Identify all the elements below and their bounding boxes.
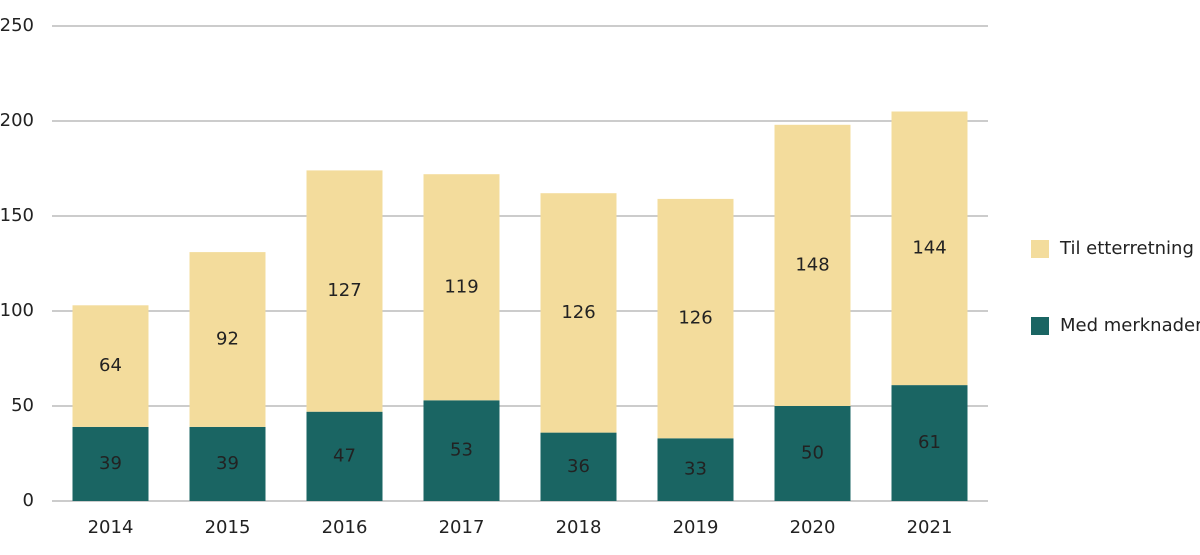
bar-segment	[306, 411, 383, 501]
y-tick-label: 50	[11, 395, 34, 416]
x-tick-label: 2018	[556, 517, 602, 538]
legend-label: Med merknader	[1060, 315, 1200, 336]
bar-segment	[423, 174, 500, 401]
data-label: 148	[795, 254, 829, 275]
x-tick-label: 2017	[439, 517, 485, 538]
bar-segment	[540, 432, 617, 501]
data-label: 39	[99, 453, 122, 474]
bar-segment	[540, 193, 617, 433]
bar-segment	[774, 406, 851, 501]
bar-segment	[423, 400, 500, 501]
bar-segment	[189, 252, 266, 427]
data-label: 33	[684, 459, 707, 480]
bar-segment	[774, 124, 851, 407]
y-tick-label: 100	[0, 300, 34, 321]
legend-swatch	[1031, 240, 1049, 258]
x-tick-label: 2015	[205, 517, 251, 538]
data-label: 126	[678, 308, 712, 329]
x-tick-label: 2019	[673, 517, 719, 538]
data-label: 53	[450, 440, 473, 461]
data-label: 126	[561, 302, 595, 323]
data-label: 64	[99, 355, 122, 376]
data-label: 144	[912, 237, 946, 258]
legend-swatch	[1031, 317, 1049, 335]
x-tick-label: 2016	[322, 517, 368, 538]
bar-segment	[891, 385, 968, 501]
data-label: 127	[327, 280, 361, 301]
data-label: 47	[333, 445, 356, 466]
bar-segment	[657, 438, 734, 501]
bar-segment	[657, 198, 734, 439]
bar-segment	[891, 111, 968, 386]
bar-segment	[306, 170, 383, 412]
y-tick-label: 0	[23, 490, 34, 511]
bar-segment	[72, 426, 149, 501]
bar-segment	[72, 305, 149, 427]
x-tick-label: 2021	[907, 517, 953, 538]
data-label: 39	[216, 453, 239, 474]
data-label: 92	[216, 329, 239, 350]
x-tick-label: 2014	[88, 517, 134, 538]
y-tick-label: 250	[0, 15, 34, 36]
data-label: 61	[918, 432, 941, 453]
x-tick-label: 2020	[790, 517, 836, 538]
legend-label: Til etterretning	[1059, 238, 1194, 259]
data-label: 119	[444, 276, 478, 297]
y-tick-label: 150	[0, 205, 34, 226]
y-tick-label: 200	[0, 110, 34, 131]
data-label: 36	[567, 456, 590, 477]
data-label: 50	[801, 443, 824, 464]
bar-segment	[189, 426, 266, 501]
